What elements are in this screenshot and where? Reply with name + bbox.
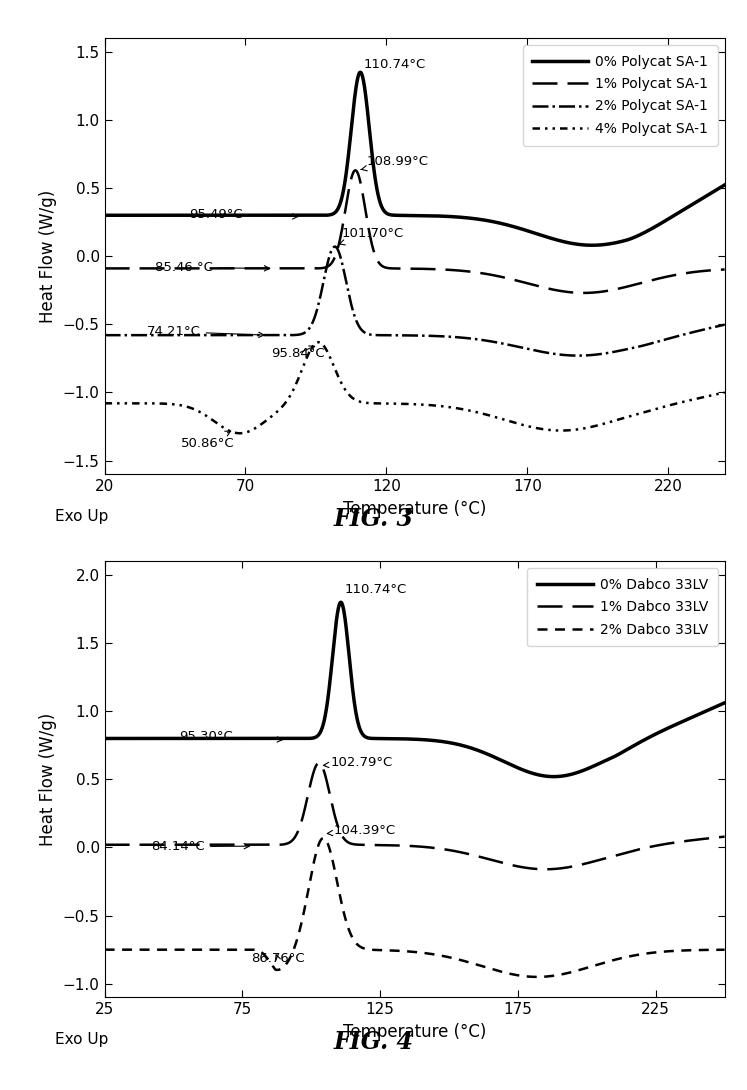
Y-axis label: Heat Flow (W/g): Heat Flow (W/g) — [40, 190, 58, 323]
Text: Exo Up: Exo Up — [55, 509, 108, 524]
X-axis label: Temperature (°C): Temperature (°C) — [343, 1022, 486, 1041]
Text: 110.74°C: 110.74°C — [344, 583, 406, 596]
Text: 108.99°C: 108.99°C — [361, 155, 429, 171]
X-axis label: Temperature (°C): Temperature (°C) — [343, 499, 486, 518]
Text: 102.79°C: 102.79°C — [323, 755, 393, 768]
Text: 101.70°C: 101.70°C — [339, 227, 403, 245]
Legend: 0% Polycat SA-1, 1% Polycat SA-1, 2% Polycat SA-1, 4% Polycat SA-1: 0% Polycat SA-1, 1% Polycat SA-1, 2% Pol… — [523, 45, 718, 146]
Text: 84.14°C: 84.14°C — [152, 840, 249, 853]
Legend: 0% Dabco 33LV, 1% Dabco 33LV, 2% Dabco 33LV: 0% Dabco 33LV, 1% Dabco 33LV, 2% Dabco 3… — [527, 568, 718, 646]
Text: 95.49°C: 95.49°C — [189, 208, 298, 221]
Text: 110.74°C: 110.74°C — [364, 58, 426, 71]
Text: 74.21°C: 74.21°C — [147, 325, 264, 338]
Text: 95.84°C: 95.84°C — [271, 346, 324, 360]
Text: 86.76°C: 86.76°C — [251, 952, 304, 965]
Text: Exo Up: Exo Up — [55, 1032, 108, 1047]
Text: 104.39°C: 104.39°C — [327, 824, 395, 837]
Text: FIG. 3: FIG. 3 — [333, 507, 414, 531]
Text: 95.30°C: 95.30°C — [179, 730, 282, 743]
Text: 50.86°C: 50.86°C — [181, 431, 235, 450]
Text: FIG. 4: FIG. 4 — [333, 1030, 414, 1054]
Y-axis label: Heat Flow (W/g): Heat Flow (W/g) — [40, 713, 58, 846]
Text: 85.46 °C: 85.46 °C — [155, 262, 270, 275]
